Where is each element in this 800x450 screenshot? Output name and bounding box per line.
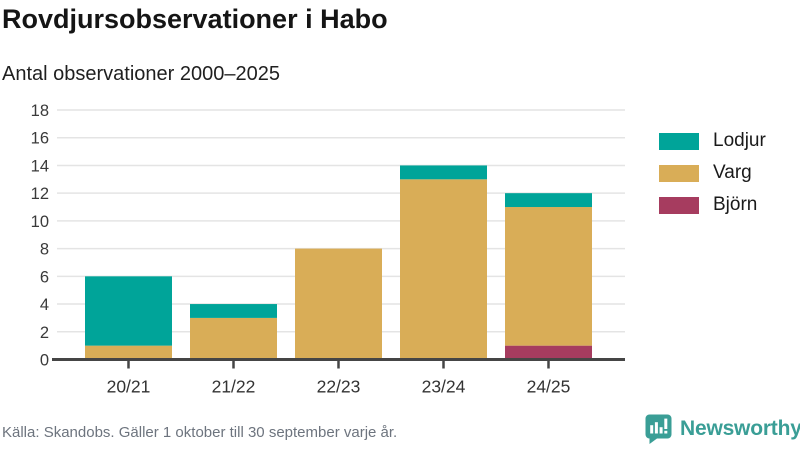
y-axis-tick-label: 8	[40, 241, 49, 259]
y-axis-tick-label: 0	[40, 352, 49, 370]
x-axis-category-label: 23/24	[422, 377, 466, 397]
bar-segment-23-24-lodjur	[400, 165, 487, 180]
y-axis-tick-label: 2	[40, 324, 49, 342]
bar-chart-speech-bubble-icon	[645, 414, 672, 444]
bar-segment-21-22-lodjur	[190, 304, 277, 318]
legend-label-varg: Varg	[713, 162, 752, 183]
x-axis-category-label: 21/22	[212, 377, 256, 397]
x-axis-category-label: 20/21	[107, 377, 151, 397]
bar-segment-23-24-varg	[400, 179, 487, 360]
bar-segment-20-21-varg	[85, 345, 172, 360]
bar-segment-24-25-lodjur	[505, 193, 592, 208]
page-title: Rovdjursobservationer i Habo	[2, 4, 388, 34]
legend-item-varg: Varg	[659, 162, 766, 184]
legend: Lodjur Varg Björn	[659, 130, 766, 216]
source-note: Källa: Skandobs. Gäller 1 oktober till 3…	[2, 424, 398, 441]
y-axis-tick-label: 12	[31, 185, 49, 203]
legend-swatch-lodjur	[659, 132, 699, 150]
bar-segment-24-25-varg	[505, 207, 592, 346]
newsworthy-logo: Newsworthy	[644, 413, 800, 444]
legend-label-bjorn: Björn	[713, 194, 758, 215]
bar-segment-24-25-björn	[505, 345, 592, 360]
bar-segment-22-23-varg	[295, 248, 382, 360]
x-axis-category-label: 22/23	[317, 377, 361, 397]
stacked-bar-chart: 0 2 4 6 8 10 12 14 16 18 20/21 21/22 22/23 23/24 24/25	[31, 102, 625, 397]
chart-subtitle: Antal observationer 2000–2025	[2, 63, 280, 85]
legend-item-lodjur: Lodjur	[659, 130, 766, 152]
y-axis-tick-label: 4	[40, 296, 49, 314]
bar-segment-21-22-varg	[190, 317, 277, 360]
y-axis-tick-label: 18	[31, 102, 49, 120]
y-axis-tick-label: 14	[31, 157, 49, 175]
x-axis-category-label: 24/25	[527, 377, 571, 397]
legend-item-bjorn: Björn	[659, 194, 766, 216]
y-axis-tick-label: 16	[31, 130, 49, 148]
legend-label-lodjur: Lodjur	[713, 130, 766, 151]
legend-swatch-varg	[659, 164, 699, 182]
bar-segment-20-21-lodjur	[85, 276, 172, 346]
y-axis-tick-label: 6	[40, 268, 49, 286]
y-axis-tick-label: 10	[31, 213, 49, 231]
newsworthy-wordmark: Newsworthy	[680, 416, 800, 440]
legend-swatch-bjorn	[659, 196, 699, 214]
